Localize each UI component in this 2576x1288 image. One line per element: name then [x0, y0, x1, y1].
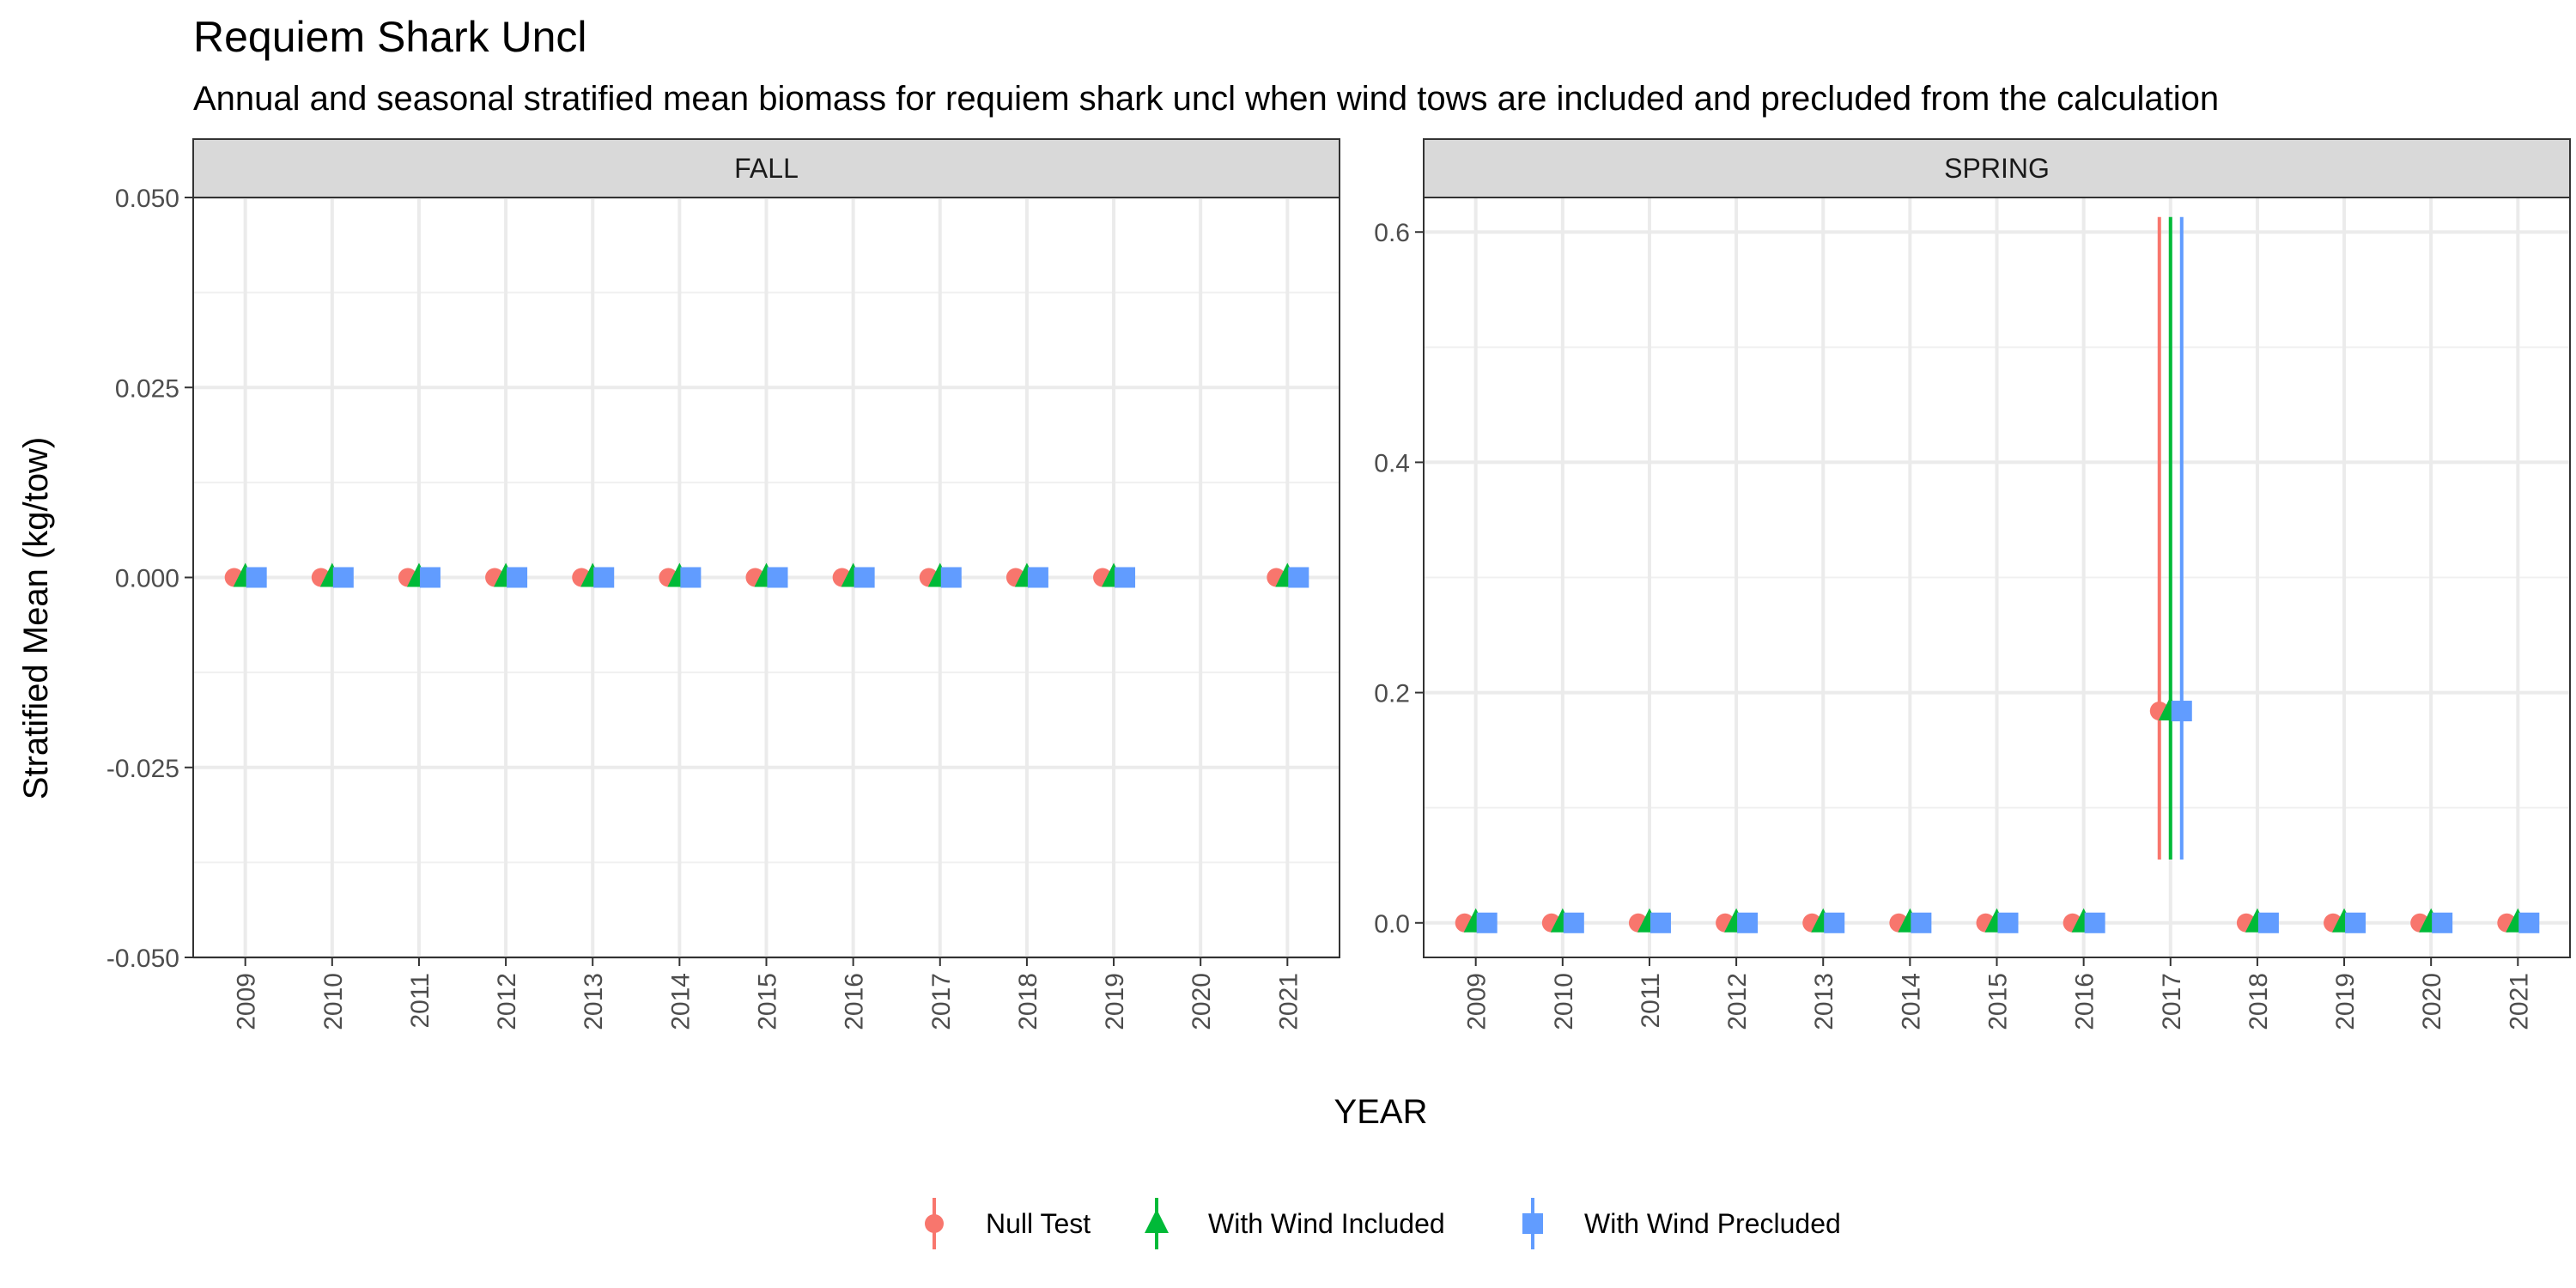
- y-tick-label: -0.025: [106, 755, 179, 783]
- data-point: [854, 567, 875, 588]
- x-tick-label: 2016: [841, 973, 869, 1030]
- legend-item: With Wind Included: [1145, 1198, 1445, 1249]
- y-tick-label: -0.050: [106, 945, 179, 973]
- legend-item: Null Test: [925, 1198, 1091, 1249]
- y-tick-label: 0.0: [1374, 910, 1410, 939]
- data-point: [2171, 701, 2192, 722]
- data-point: [2345, 912, 2366, 933]
- data-point: [246, 567, 267, 588]
- legend-key-square: [1522, 1213, 1543, 1234]
- chart-subtitle: Annual and seasonal stratified mean biom…: [193, 80, 2219, 118]
- y-tick-label: 0.000: [115, 565, 179, 593]
- data-point: [419, 567, 440, 588]
- x-tick-label: 2015: [754, 973, 782, 1030]
- legend-label: With Wind Included: [1208, 1208, 1445, 1239]
- data-point: [1027, 567, 1048, 588]
- x-tick-label: 2012: [1723, 973, 1752, 1030]
- legend: Null Test With Wind Included With Wind Pre…: [925, 1198, 1841, 1249]
- facet-strip: [1423, 138, 2571, 198]
- data-point: [332, 567, 354, 588]
- x-tick-label: 2014: [666, 973, 695, 1030]
- data-point: [1476, 912, 1498, 933]
- x-tick-label: 2020: [2418, 973, 2446, 1030]
- x-tick-label: 2017: [927, 973, 956, 1030]
- x-tick-label: 2009: [1463, 973, 1492, 1030]
- data-point: [1997, 912, 2019, 933]
- x-tick-label: 2019: [2331, 973, 2360, 1030]
- y-tick-label: 0.2: [1374, 680, 1410, 708]
- x-tick-label: 2021: [2505, 973, 2533, 1030]
- data-point: [593, 567, 615, 588]
- legend-key-triangle: [1145, 1209, 1169, 1233]
- legend-key-circle: [925, 1214, 944, 1233]
- data-point: [2257, 912, 2279, 933]
- x-tick-label: 2019: [1101, 973, 1129, 1030]
- facet-strip-label: SPRING: [1944, 153, 2050, 184]
- x-tick-label: 2015: [1984, 973, 2013, 1030]
- x-tick-label: 2011: [406, 973, 434, 1029]
- y-tick-label: 0.025: [115, 374, 179, 403]
- x-tick-label: 2013: [580, 973, 608, 1030]
- y-axis-title: Stratified Mean (kg/tow): [17, 437, 55, 799]
- x-tick-label: 2009: [233, 973, 261, 1030]
- x-tick-label: 2014: [1897, 973, 1925, 1030]
- facet-strip-label: FALL: [734, 153, 799, 184]
- y-tick-label: 0.4: [1374, 449, 1410, 477]
- data-point: [1911, 912, 1932, 933]
- legend-item: With Wind Precluded: [1522, 1198, 1841, 1249]
- panels-group: -0.050 -0.025 0.000 0.025 0.050 2009 2010 2011 2…: [106, 138, 2571, 1030]
- data-point: [940, 567, 962, 588]
- data-point: [680, 567, 702, 588]
- data-point: [1288, 567, 1309, 588]
- legend-label: With Wind Precluded: [1584, 1208, 1841, 1239]
- x-tick-label: 2010: [319, 973, 348, 1030]
- data-point: [1115, 567, 1136, 588]
- x-tick-label: 2017: [2158, 973, 2186, 1030]
- panel-spring: 0.0 0.2 0.4 0.6 2009 2010 2011 2012 2013 2014 2015…: [1374, 138, 2571, 1030]
- x-tick-label: 2018: [2245, 973, 2273, 1030]
- data-point: [2518, 912, 2540, 933]
- x-tick-label: 2016: [2071, 973, 2099, 1030]
- x-tick-label: 2011: [1637, 973, 1665, 1029]
- data-point: [1649, 912, 1671, 933]
- data-point: [767, 567, 788, 588]
- x-tick-label: 2010: [1550, 973, 1578, 1030]
- x-tick-label: 2013: [1810, 973, 1838, 1030]
- chart-title: Requiem Shark Uncl: [193, 13, 587, 61]
- legend-label: Null Test: [986, 1208, 1091, 1239]
- data-point: [507, 567, 528, 588]
- facet-strip: [192, 138, 1340, 198]
- data-point: [2084, 912, 2105, 933]
- x-axis-title: YEAR: [1334, 1093, 1428, 1131]
- x-tick-label: 2020: [1188, 973, 1216, 1030]
- x-tick-label: 2021: [1274, 973, 1303, 1030]
- x-tick-label: 2018: [1014, 973, 1042, 1030]
- data-point: [1824, 912, 1845, 933]
- data-point: [1737, 912, 1759, 933]
- y-tick-label: 0.050: [115, 185, 179, 213]
- data-point: [1563, 912, 1584, 933]
- x-tick-label: 2012: [493, 973, 521, 1030]
- y-tick-label: 0.6: [1374, 219, 1410, 247]
- data-point: [2432, 912, 2453, 933]
- panel-fall: -0.050 -0.025 0.000 0.025 0.050 2009 2010 2011 2…: [106, 138, 1340, 1030]
